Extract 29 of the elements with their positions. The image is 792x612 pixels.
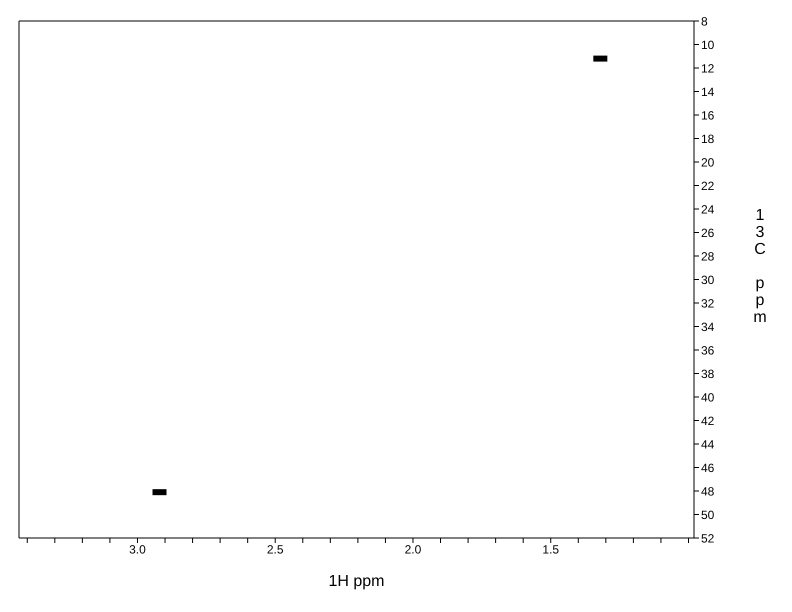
y2-tick-label: 36 <box>701 343 715 358</box>
y2-tick-label: 14 <box>701 84 715 99</box>
y2-tick-label: 20 <box>701 155 715 170</box>
y2-tick-label: 34 <box>701 320 715 334</box>
y2-tick-label: 52 <box>701 531 715 546</box>
y2-tick-label: 30 <box>701 272 715 287</box>
y2-tick-label: 42 <box>701 414 715 428</box>
y2-tick-label: 40 <box>701 390 715 404</box>
y2-tick-label: 28 <box>701 249 715 264</box>
y2-tick-label: 24 <box>701 202 715 216</box>
y2-tick-label: 44 <box>701 437 715 452</box>
y2-tick-label: 18 <box>701 132 715 146</box>
x-tick-label: 1.5 <box>542 542 560 557</box>
y2-tick-label: 38 <box>701 366 715 381</box>
x-tick-label: 3.0 <box>129 542 146 557</box>
y2-tick-label: 12 <box>701 61 715 76</box>
y2-tick-label: 10 <box>701 38 715 52</box>
y2-tick-label: 50 <box>701 508 715 522</box>
y2-tick-label: 22 <box>701 178 715 193</box>
y2-tick-label: 16 <box>701 108 715 122</box>
y2-axis-title: 13C ppm <box>753 207 767 326</box>
x-axis-title: 1H ppm <box>328 573 385 590</box>
x-tick-label: 2.5 <box>266 542 284 557</box>
y2-tick-label: 26 <box>701 226 715 240</box>
y2-tick-label: 46 <box>701 460 715 475</box>
y2-tick-label: 32 <box>701 296 715 310</box>
y2-tick-label: 48 <box>701 484 715 498</box>
y2-tick-label: 8 <box>701 14 708 28</box>
x-tick-label: 2.0 <box>404 542 422 557</box>
